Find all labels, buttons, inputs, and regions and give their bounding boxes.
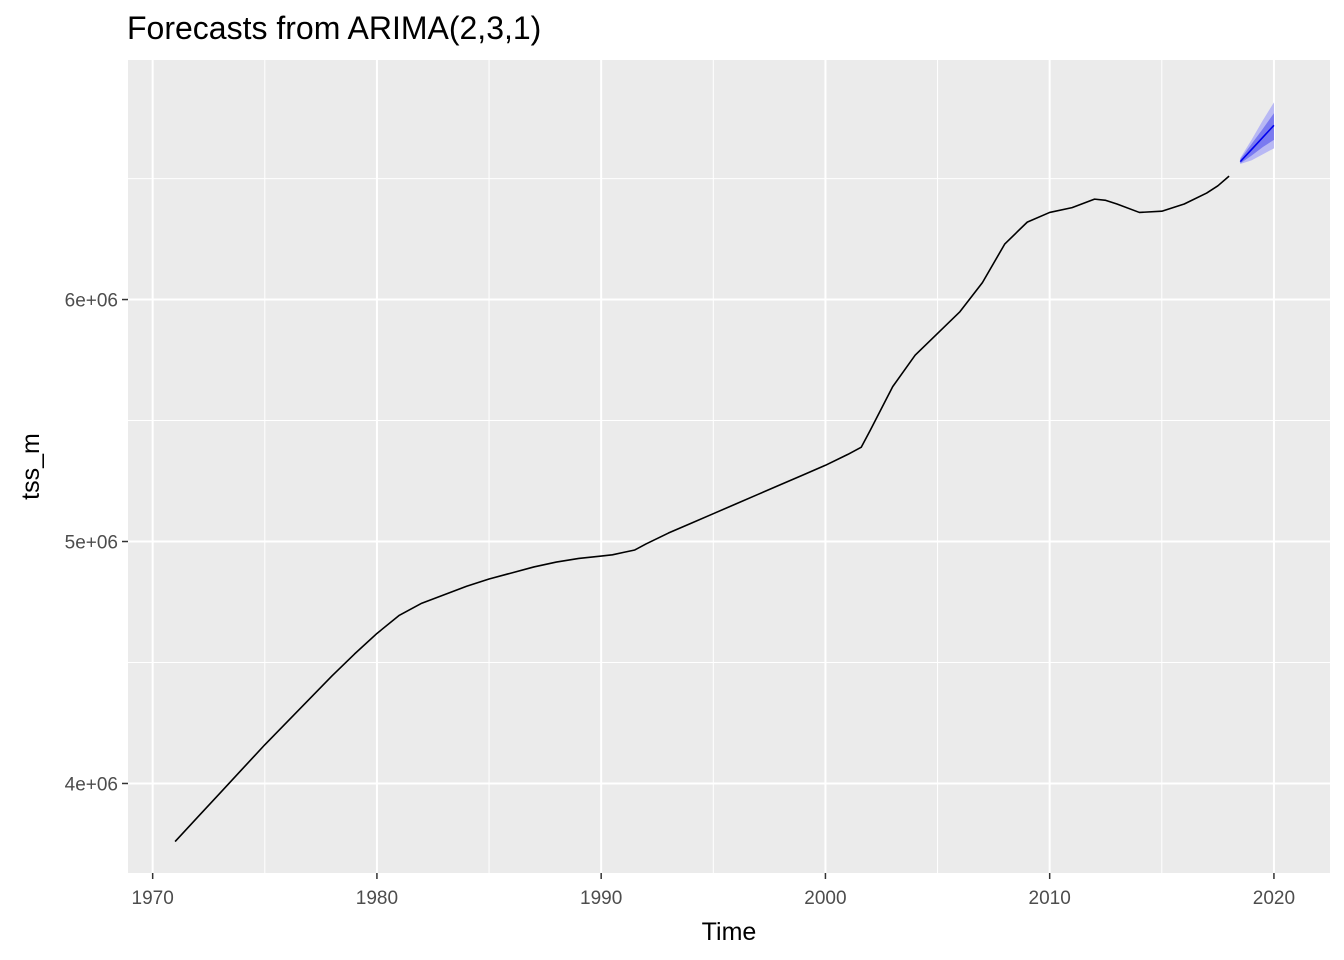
forecast-series-line (1239, 124, 1275, 163)
minor-gridlines (128, 60, 1330, 873)
x-axis-title: Time (702, 918, 757, 946)
y-tick-label: 4e+06 (65, 774, 118, 795)
prediction-intervals (1240, 102, 1274, 165)
series-lines (174, 124, 1275, 843)
x-tick-label: 1980 (356, 888, 398, 909)
x-tick-label: 1990 (580, 888, 622, 909)
chart-title: Forecasts from ARIMA(2,3,1) (127, 10, 542, 46)
x-tick-label: 2000 (804, 888, 846, 909)
x-tick-label: 1970 (132, 888, 174, 909)
axis-tick-labels: 1970 1980 1990 2000 2010 2020 4e+06 5e+06 6e+06 (65, 291, 1295, 909)
major-gridlines (128, 60, 1330, 873)
observed-series-line (174, 175, 1230, 843)
x-tick-label: 2020 (1253, 888, 1295, 909)
y-axis-title: tss_m (17, 433, 45, 500)
axis-ticks (122, 298, 1275, 879)
x-tick-label: 2010 (1029, 888, 1071, 909)
plot-panel (128, 60, 1330, 873)
y-tick-label: 5e+06 (65, 533, 118, 554)
interval-band-80pct (1240, 113, 1274, 164)
y-tick-label: 6e+06 (65, 291, 118, 312)
